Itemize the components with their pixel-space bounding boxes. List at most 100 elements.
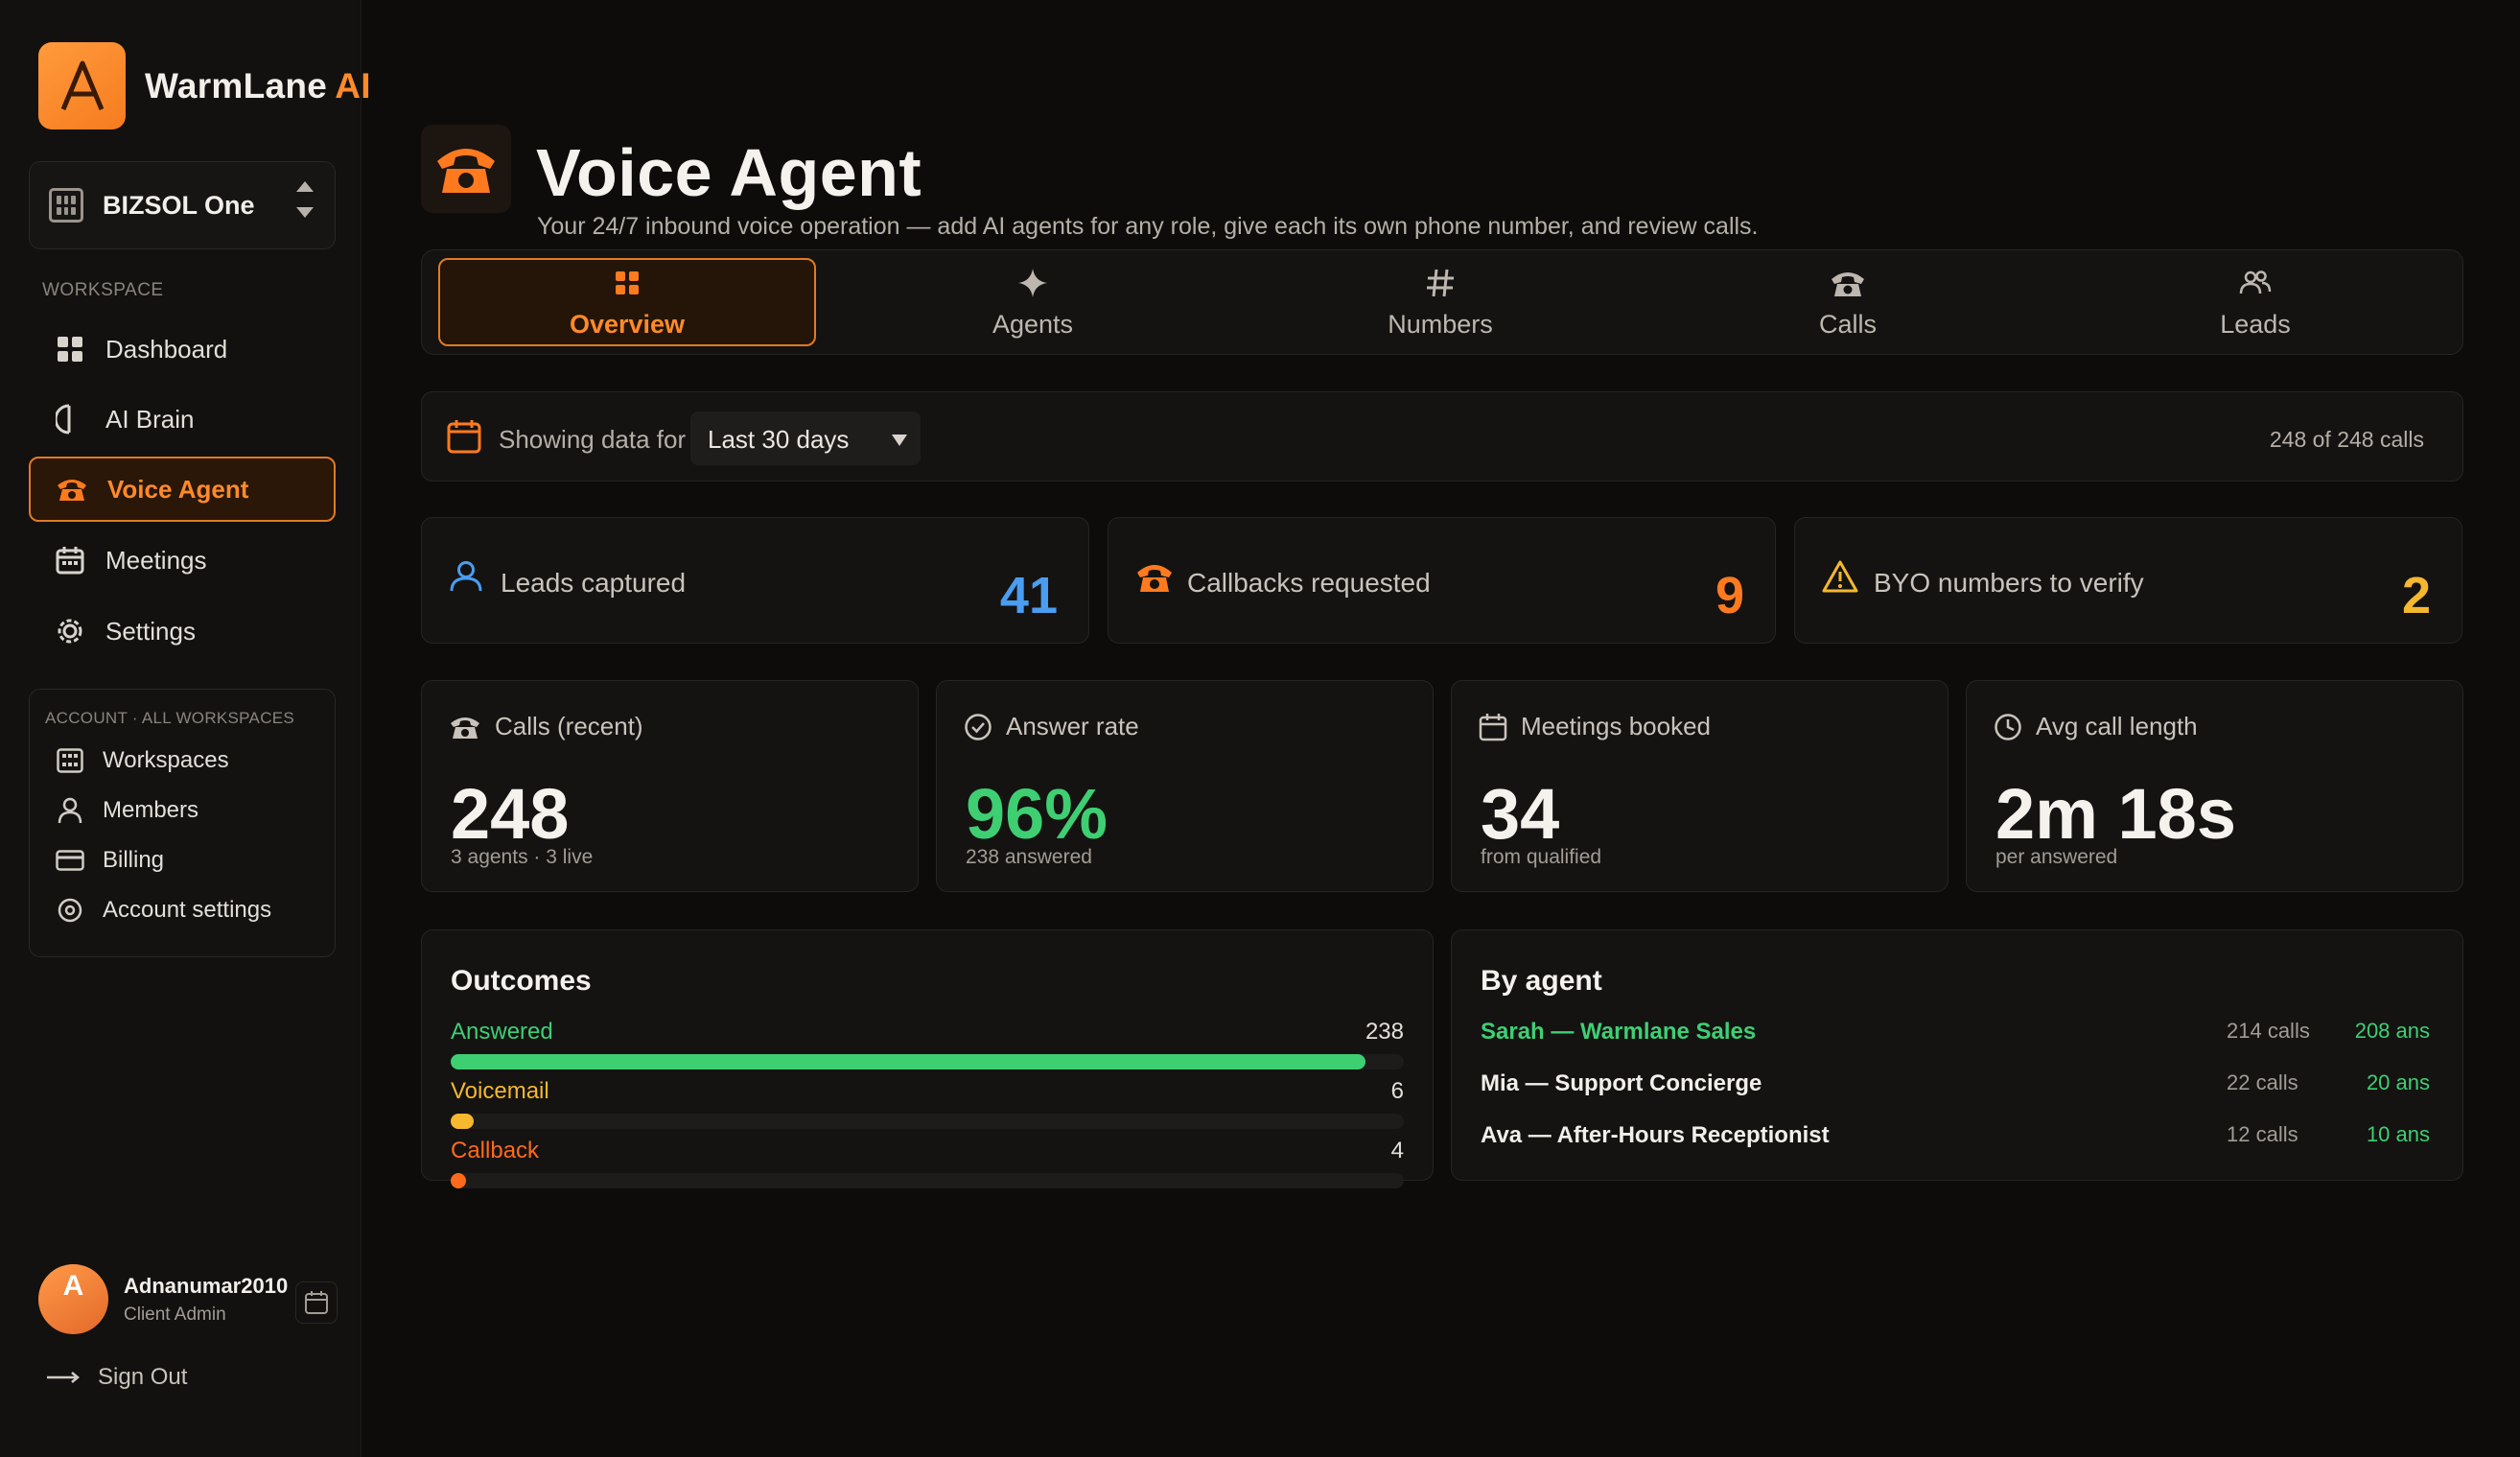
outcome-value: 238 bbox=[1365, 1019, 1404, 1045]
account-item-workspaces[interactable]: Workspaces bbox=[55, 745, 229, 776]
stat-avg-call-length: Avg call length 2m 18s per answered bbox=[1966, 680, 2463, 892]
grid-icon bbox=[55, 745, 85, 776]
clock-icon bbox=[1994, 713, 2022, 741]
kpi-label: Callbacks requested bbox=[1187, 568, 1431, 598]
agent-row[interactable]: Ava — After-Hours Receptionist 12 calls … bbox=[1481, 1122, 2430, 1161]
agent-row[interactable]: Mia — Support Concierge 22 calls 20 ans bbox=[1481, 1070, 2430, 1109]
workspace-switcher[interactable]: BIZSOL One bbox=[29, 161, 336, 249]
date-filter-bar: Showing data for Last 30 days 248 of 248… bbox=[421, 391, 2463, 482]
account-item-members[interactable]: Members bbox=[55, 795, 198, 826]
outcome-value: 6 bbox=[1390, 1078, 1404, 1104]
tab-agents[interactable]: Agents bbox=[844, 258, 1222, 346]
grid-icon bbox=[615, 266, 640, 300]
agent-calls: 22 calls bbox=[2227, 1070, 2298, 1094]
agent-calls: 214 calls bbox=[2227, 1019, 2310, 1043]
sidebar-item-label: Settings bbox=[105, 616, 196, 646]
calendar-icon bbox=[54, 544, 86, 576]
outcome-bar-fill bbox=[451, 1114, 474, 1129]
stat-label: Answer rate bbox=[1006, 712, 1139, 740]
phone-icon bbox=[56, 473, 88, 505]
agent-name: Mia — Support Concierge bbox=[1481, 1070, 1762, 1096]
user-icon bbox=[449, 560, 483, 598]
date-range-select[interactable]: Last 30 days bbox=[690, 411, 921, 465]
warning-icon bbox=[1822, 560, 1858, 598]
filter-label: Showing data for bbox=[499, 425, 687, 454]
stat-note: 3 agents · 3 live bbox=[451, 846, 594, 868]
tab-leads[interactable]: Leads bbox=[2066, 258, 2444, 346]
phone-icon bbox=[1830, 266, 1866, 300]
outcome-bar-track bbox=[451, 1054, 1404, 1069]
sign-out-label: Sign Out bbox=[98, 1364, 188, 1390]
stat-note: per answered bbox=[1995, 846, 2118, 868]
tab-overview[interactable]: Overview bbox=[438, 258, 816, 346]
outcome-bar-fill bbox=[451, 1173, 466, 1188]
sidebar-item-label: Meetings bbox=[105, 545, 207, 575]
agent-answered: 10 ans bbox=[2366, 1122, 2430, 1146]
outcomes-panel: Outcomes Answered 238 Voicemail 6 Callba… bbox=[421, 929, 1434, 1188]
brand-name: WarmLane AI bbox=[145, 65, 371, 106]
user-name: Adnanumar2010 bbox=[124, 1273, 289, 1298]
chevron-down-icon bbox=[892, 435, 907, 446]
tab-bar: Overview Agents Numbers Calls Leads bbox=[421, 249, 2463, 355]
tab-numbers[interactable]: Numbers bbox=[1251, 258, 1629, 346]
stat-note: 238 answered bbox=[966, 846, 1092, 868]
user-profile[interactable]: A Adnanumar2010 Client Admin bbox=[38, 1264, 288, 1334]
tab-label: Numbers bbox=[1388, 309, 1493, 339]
grid-icon bbox=[54, 333, 86, 365]
calendar-icon bbox=[1479, 713, 1507, 741]
account-item-label: Account settings bbox=[103, 897, 272, 923]
tab-label: Overview bbox=[569, 309, 686, 339]
calendar-icon[interactable] bbox=[295, 1281, 338, 1324]
page-subtitle: Your 24/7 inbound voice operation — add … bbox=[537, 213, 1759, 240]
sidebar-item-label: AI Brain bbox=[105, 404, 195, 434]
sidebar-item-dashboard[interactable]: Dashboard bbox=[29, 317, 336, 382]
kpi-value: 41 bbox=[999, 567, 1058, 624]
tab-calls[interactable]: Calls bbox=[1659, 258, 2037, 346]
tab-label: Agents bbox=[992, 309, 1074, 339]
workspace-name: BIZSOL One bbox=[103, 190, 255, 220]
stat-calls-recent: Calls (recent) 248 3 agents · 3 live bbox=[421, 680, 919, 892]
stat-value: 248 bbox=[451, 774, 570, 854]
sign-out-button[interactable]: Sign Out bbox=[46, 1364, 187, 1391]
sidebar: WarmLane AI BIZSOL One WORKSPACE Dashboar… bbox=[0, 0, 370, 1457]
brand[interactable]: WarmLane AI bbox=[38, 42, 371, 129]
sidebar-item-voice-agent[interactable]: Voice Agent bbox=[29, 457, 336, 522]
sidebar-item-meetings[interactable]: Meetings bbox=[29, 528, 336, 593]
sidebar-item-ai-brain[interactable]: AI Brain bbox=[29, 387, 336, 452]
kpi-callbacks-requested[interactable]: Callbacks requested 9 bbox=[1108, 517, 1776, 644]
chevron-updown-icon bbox=[296, 181, 314, 218]
account-section: ACCOUNT · ALL WORKSPACES Workspaces Memb… bbox=[29, 689, 336, 957]
page-phone-icon bbox=[421, 125, 511, 213]
users-icon bbox=[2239, 266, 2272, 300]
sidebar-item-label: Dashboard bbox=[105, 334, 228, 364]
kpi-leads-captured[interactable]: Leads captured 41 bbox=[421, 517, 1089, 644]
check-circle-icon bbox=[964, 713, 992, 741]
outcome-value: 4 bbox=[1390, 1138, 1404, 1163]
brand-suffix: AI bbox=[335, 65, 371, 106]
outcome-bar-track bbox=[451, 1173, 1404, 1188]
account-item-billing[interactable]: Billing bbox=[55, 845, 164, 876]
by-agent-panel: By agent Sarah — Warmlane Sales 214 call… bbox=[1451, 929, 2463, 1181]
gear-icon bbox=[54, 615, 86, 647]
workspace-section-label: WORKSPACE bbox=[42, 280, 164, 300]
avatar: A bbox=[38, 1264, 108, 1334]
sidebar-item-label: Voice Agent bbox=[107, 474, 249, 504]
kpi-byo-numbers[interactable]: BYO numbers to verify 2 bbox=[1794, 517, 2462, 644]
arrow-right-icon bbox=[46, 1364, 81, 1391]
stat-value: 2m 18s bbox=[1995, 774, 2236, 854]
calendar-icon bbox=[447, 419, 481, 458]
date-range-value: Last 30 days bbox=[708, 425, 850, 454]
account-item-settings[interactable]: Account settings bbox=[55, 895, 271, 926]
sidebar-item-settings[interactable]: Settings bbox=[29, 599, 336, 664]
calls-count: 248 of 248 calls bbox=[2269, 427, 2424, 452]
settings-circle-icon bbox=[55, 895, 85, 926]
kpi-value: 9 bbox=[1715, 567, 1744, 624]
outcome-bar-fill bbox=[451, 1054, 1365, 1069]
stat-label: Meetings booked bbox=[1521, 712, 1712, 740]
agent-name: Sarah — Warmlane Sales bbox=[1481, 1019, 1757, 1045]
agent-row[interactable]: Sarah — Warmlane Sales 214 calls 208 ans bbox=[1481, 1019, 2430, 1057]
outcome-label: Callback bbox=[451, 1138, 540, 1163]
page-title: Voice Agent bbox=[536, 135, 922, 210]
account-item-label: Workspaces bbox=[103, 747, 229, 773]
kpi-label: BYO numbers to verify bbox=[1874, 568, 2144, 598]
